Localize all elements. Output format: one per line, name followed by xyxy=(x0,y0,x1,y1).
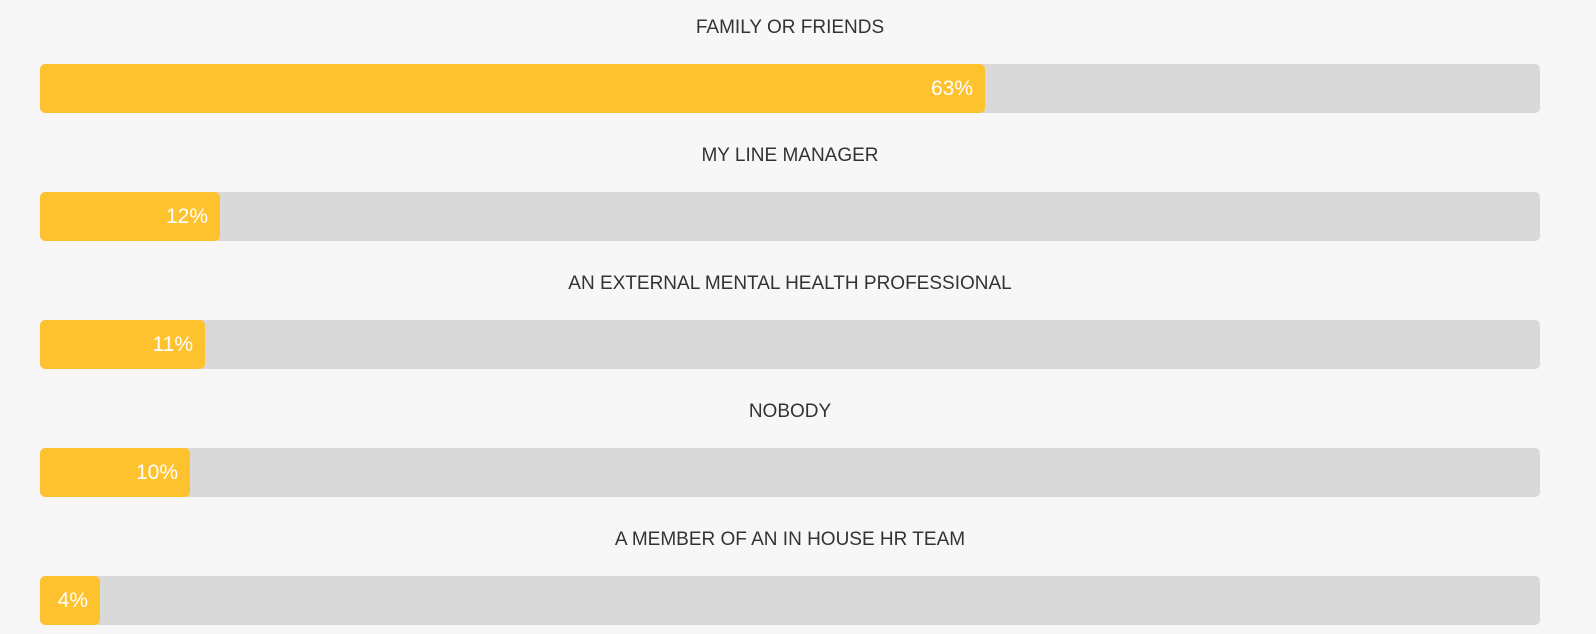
value-label: 63% xyxy=(930,77,973,100)
bar-row-my-line-manager: MY LINE MANAGER 12% xyxy=(40,142,1540,242)
bar-row-nobody: NOBODY 10% xyxy=(40,398,1540,498)
bar-track: 63% xyxy=(40,64,1540,113)
bar-track: 11% xyxy=(40,320,1540,369)
bar-track: 4% xyxy=(40,576,1540,625)
bar-row-in-house-hr-team: A MEMBER OF AN IN HOUSE HR TEAM 4% xyxy=(40,526,1540,626)
bar: 63% xyxy=(40,64,985,113)
value-label: 10% xyxy=(135,461,178,484)
category-label: AN EXTERNAL MENTAL HEALTH PROFESSIONAL xyxy=(568,273,1012,294)
value-label: 12% xyxy=(165,205,208,228)
bar-row-external-mental-health-professional: AN EXTERNAL MENTAL HEALTH PROFESSIONAL 1… xyxy=(40,270,1540,370)
bar-track: 12% xyxy=(40,192,1540,241)
category-label: A MEMBER OF AN IN HOUSE HR TEAM xyxy=(614,529,966,550)
bar: 10% xyxy=(40,448,190,497)
value-label: 11% xyxy=(152,333,193,356)
bar-row-family-or-friends: FAMILY OR FRIENDS 63% xyxy=(40,14,1540,114)
value-label: 4% xyxy=(57,589,88,612)
bar-track: 10% xyxy=(40,448,1540,497)
bar: 12% xyxy=(40,192,220,241)
category-label: NOBODY xyxy=(748,401,832,422)
category-label: FAMILY OR FRIENDS xyxy=(695,17,885,38)
bar: 4% xyxy=(40,576,100,625)
bar: 11% xyxy=(40,320,205,369)
category-label: MY LINE MANAGER xyxy=(701,145,879,166)
